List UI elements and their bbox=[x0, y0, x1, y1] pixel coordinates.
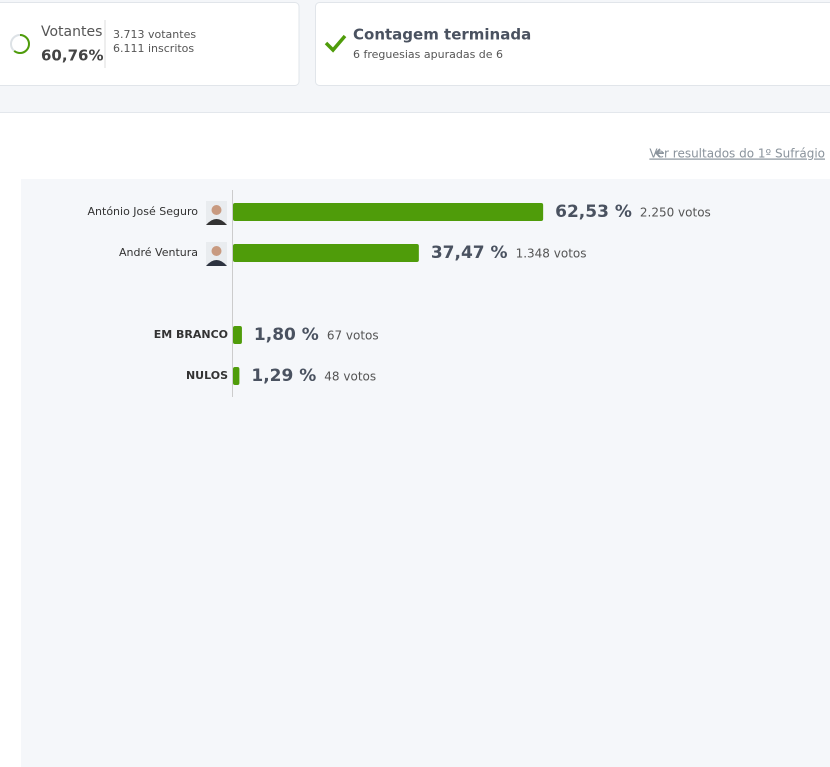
turnout-value: 60,76% bbox=[41, 47, 103, 65]
arrow-icon bbox=[654, 148, 664, 158]
bar bbox=[233, 244, 419, 262]
votes: 1.348 votos bbox=[516, 247, 587, 261]
link-text[interactable]: Ver resultados do 1º Sufrágio bbox=[649, 147, 825, 161]
voters: 3.713 votantes bbox=[113, 28, 196, 41]
bar bbox=[233, 367, 240, 385]
row-name: NULOS bbox=[186, 369, 228, 382]
votes: 48 votos bbox=[324, 370, 376, 384]
percent-label: 1,80 % bbox=[254, 325, 319, 345]
row-name: André Ventura bbox=[119, 246, 198, 259]
count-subtitle: 6 freguesias apuradas de 6 bbox=[353, 48, 503, 61]
percent-label: 37,47 % bbox=[431, 243, 508, 263]
turnout-label: Votantes bbox=[41, 24, 102, 40]
count-title: Contagem terminada bbox=[353, 26, 531, 44]
votes: 2.250 votos bbox=[640, 206, 711, 220]
count-card bbox=[315, 2, 830, 86]
photo bbox=[206, 201, 227, 225]
turnout-card bbox=[0, 2, 300, 86]
turnout-arc bbox=[10, 34, 30, 54]
bar bbox=[233, 203, 544, 221]
photo bbox=[206, 242, 227, 266]
check-icon bbox=[324, 34, 347, 53]
percent-label: 62,53 % bbox=[555, 202, 632, 222]
bar bbox=[233, 326, 242, 344]
registered: 6.111 inscritos bbox=[113, 42, 194, 55]
votes: 67 votos bbox=[327, 329, 379, 343]
back-link[interactable]: Ver resultados do 1º Sufrágio bbox=[649, 147, 825, 161]
results-panel bbox=[21, 179, 830, 767]
row-name: EM BRANCO bbox=[154, 328, 228, 341]
row-name: António José Seguro bbox=[88, 205, 199, 218]
percent-label: 1,29 % bbox=[251, 366, 316, 386]
